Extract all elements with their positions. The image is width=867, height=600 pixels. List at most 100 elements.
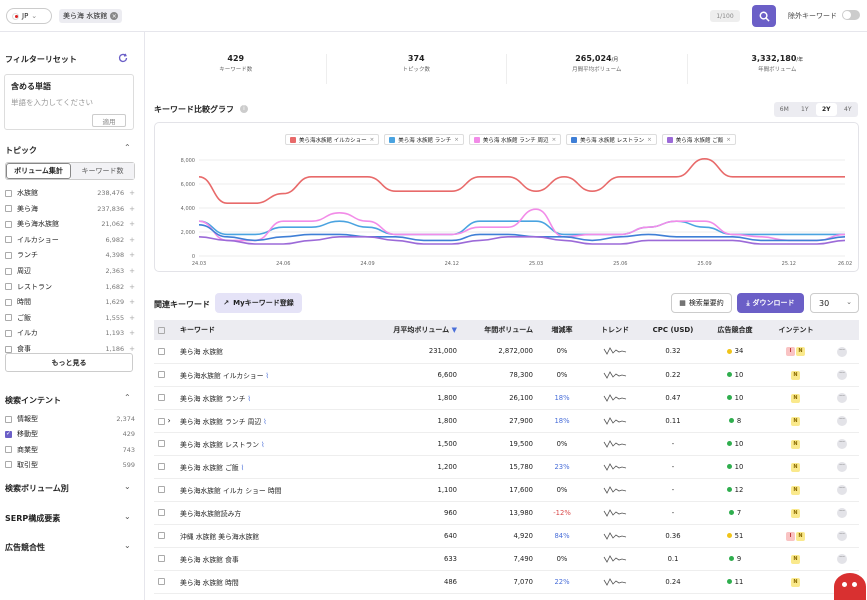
- keyword-text[interactable]: 美ら海 水族館: [180, 348, 223, 357]
- topic-item[interactable]: 水族館 238,476 +: [5, 187, 135, 199]
- topic-item[interactable]: レストラン 1,682 +: [5, 281, 135, 293]
- table-row[interactable]: 沖縄 水族館 美ら海水族館 640 4,920 84% 0.36 51 I N ···: [154, 524, 859, 547]
- row-checkbox[interactable]: [158, 463, 165, 470]
- row-select[interactable]: [154, 478, 176, 501]
- keyword-text[interactable]: 美ら海 水族館 ご飯: [180, 463, 239, 472]
- more-icon[interactable]: ···: [837, 346, 847, 357]
- refresh-icon[interactable]: [118, 53, 128, 63]
- close-icon[interactable]: ×: [647, 136, 652, 143]
- plus-icon[interactable]: +: [129, 251, 135, 260]
- row-select[interactable]: [154, 547, 176, 570]
- row-select[interactable]: [154, 432, 176, 455]
- select-all-checkbox[interactable]: [154, 320, 176, 340]
- topic-checkbox[interactable]: [5, 220, 12, 228]
- plus-icon[interactable]: +: [129, 298, 135, 307]
- chevron-down-icon[interactable]: ⌄: [124, 512, 131, 521]
- period-4y[interactable]: 4Y: [844, 106, 852, 113]
- plus-icon[interactable]: +: [129, 345, 135, 353]
- topic-checkbox[interactable]: [5, 267, 12, 275]
- row-checkbox[interactable]: [158, 440, 165, 447]
- row-select[interactable]: [154, 386, 176, 409]
- section-serp[interactable]: SERP構成要素: [5, 514, 61, 523]
- intent-item[interactable]: 移動型 429: [5, 428, 135, 440]
- intent-checkbox[interactable]: [5, 461, 12, 469]
- query-chip[interactable]: 美ら海 水族館 ×: [59, 9, 123, 23]
- period-2y[interactable]: 2Y: [816, 103, 837, 116]
- table-row[interactable]: › 美ら海 水族館 ランチ 周辺 ⌇ 1,800 27,900 18% 0.11 8 N ···: [154, 409, 859, 432]
- topic-checkbox[interactable]: [5, 314, 12, 322]
- table-row[interactable]: 美ら海水族館 イルカ ショー 時間 1,100 17,600 0% - 12 N ···: [154, 478, 859, 501]
- topic-checkbox[interactable]: [5, 251, 12, 259]
- keyword-text[interactable]: 美ら海 水族館 ランチ: [180, 394, 246, 403]
- row-checkbox[interactable]: [158, 486, 165, 493]
- col-keyword[interactable]: キーワード: [180, 326, 215, 334]
- row-checkbox[interactable]: [158, 394, 165, 401]
- topic-item[interactable]: 食事 1,186 +: [5, 343, 135, 355]
- exclude-keyword-toggle[interactable]: [842, 10, 860, 20]
- row-checkbox[interactable]: [158, 532, 165, 539]
- chart-icon[interactable]: ⌇: [240, 463, 245, 472]
- tab-volume[interactable]: ボリューム集計: [6, 163, 71, 179]
- col-cpc[interactable]: CPC (USD): [652, 326, 694, 334]
- col-monthly-volume[interactable]: 月平均ボリューム ▼: [393, 326, 457, 334]
- row-checkbox[interactable]: [158, 578, 165, 585]
- intent-item[interactable]: 情報型 2,374: [5, 413, 135, 425]
- chevron-up-icon[interactable]: ⌃: [124, 393, 131, 402]
- section-volume[interactable]: 検索ボリューム別: [5, 484, 69, 493]
- close-icon[interactable]: ×: [369, 136, 375, 143]
- col-growth[interactable]: 増減率: [551, 326, 573, 334]
- topic-item[interactable]: ランチ 4,398 +: [5, 249, 135, 261]
- page-size-select[interactable]: 30 ⌄: [810, 293, 859, 313]
- row-select[interactable]: [154, 501, 176, 524]
- intent-checkbox[interactable]: [5, 415, 12, 423]
- tab-keyword-count[interactable]: キーワード数: [71, 163, 134, 179]
- plus-icon[interactable]: +: [129, 267, 135, 275]
- table-row[interactable]: 美ら海 水族館 食事 633 7,490 0% 0.1 9 N ···: [154, 547, 859, 570]
- legend-item[interactable]: 美ら海 水族館 ご飯 ×: [661, 134, 736, 145]
- row-checkbox[interactable]: [158, 555, 165, 562]
- topic-checkbox[interactable]: [5, 205, 12, 213]
- row-select[interactable]: [154, 455, 176, 478]
- close-icon[interactable]: ×: [110, 12, 119, 20]
- topic-item[interactable]: 美ら海水族館 21,062 +: [5, 218, 135, 230]
- plus-icon[interactable]: +: [129, 329, 135, 338]
- topic-checkbox[interactable]: [5, 189, 12, 197]
- legend-item[interactable]: 美ら海 水族館 レストラン ×: [566, 134, 657, 145]
- keyword-text[interactable]: 沖縄 水族館 美ら海水族館: [180, 532, 260, 541]
- row-select[interactable]: [154, 363, 176, 386]
- row-checkbox[interactable]: [158, 509, 165, 516]
- topic-checkbox[interactable]: [5, 298, 12, 306]
- table-row[interactable]: 美ら海 水族館 レストラン ⌇ 1,500 19,500 0% - 10 N ···: [154, 432, 859, 455]
- row-checkbox[interactable]: [158, 347, 165, 355]
- row-select[interactable]: [154, 570, 176, 593]
- download-button[interactable]: ⤓ ダウンロード: [737, 293, 804, 313]
- topic-item[interactable]: イルカショー 6,982 +: [5, 234, 135, 246]
- keyword-text[interactable]: 美ら海 水族館 ランチ 周辺: [180, 417, 262, 426]
- keyword-text[interactable]: 美ら海 水族館 レストラン: [180, 440, 260, 449]
- apply-button[interactable]: 適用: [92, 114, 126, 127]
- chart-icon[interactable]: ⌇: [265, 371, 269, 380]
- table-row[interactable]: 美ら海 水族館 ご飯 ⌇ 1,200 15,780 23% - 10 N ···: [154, 455, 859, 478]
- volume-summary-button[interactable]: ▦ 検索量要約: [671, 293, 732, 313]
- topic-item[interactable]: 時間 1,629 +: [5, 296, 135, 308]
- more-icon[interactable]: ···: [837, 439, 847, 449]
- table-row[interactable]: 美ら海 水族館 ランチ ⌇ 1,800 26,100 18% 0.47 10 N ···: [154, 386, 859, 409]
- keyword-text[interactable]: 美ら海水族館 イルカ ショー 時間: [180, 486, 282, 495]
- keyword-text[interactable]: 美ら海水族館 イルカショー: [180, 371, 264, 380]
- more-icon[interactable]: ···: [837, 462, 847, 472]
- plus-icon[interactable]: +: [129, 282, 135, 291]
- chart-icon[interactable]: ⌇: [261, 440, 265, 449]
- topic-item[interactable]: 周辺 2,363 +: [5, 265, 135, 277]
- topic-checkbox[interactable]: [5, 345, 12, 353]
- close-icon[interactable]: ×: [726, 136, 731, 143]
- search-button[interactable]: [752, 5, 776, 27]
- info-icon[interactable]: i: [240, 105, 248, 113]
- more-icon[interactable]: ···: [837, 554, 847, 564]
- more-icon[interactable]: ···: [837, 531, 847, 541]
- topic-item[interactable]: ご飯 1,555 +: [5, 312, 135, 324]
- show-more-button[interactable]: もっと見る: [5, 353, 133, 372]
- section-ad-competition[interactable]: 広告競合性: [5, 543, 45, 552]
- row-select[interactable]: [154, 340, 176, 363]
- table-row[interactable]: 美ら海水族館 イルカショー ⌇ 6,600 78,300 0% 0.22 10 N ···: [154, 363, 859, 386]
